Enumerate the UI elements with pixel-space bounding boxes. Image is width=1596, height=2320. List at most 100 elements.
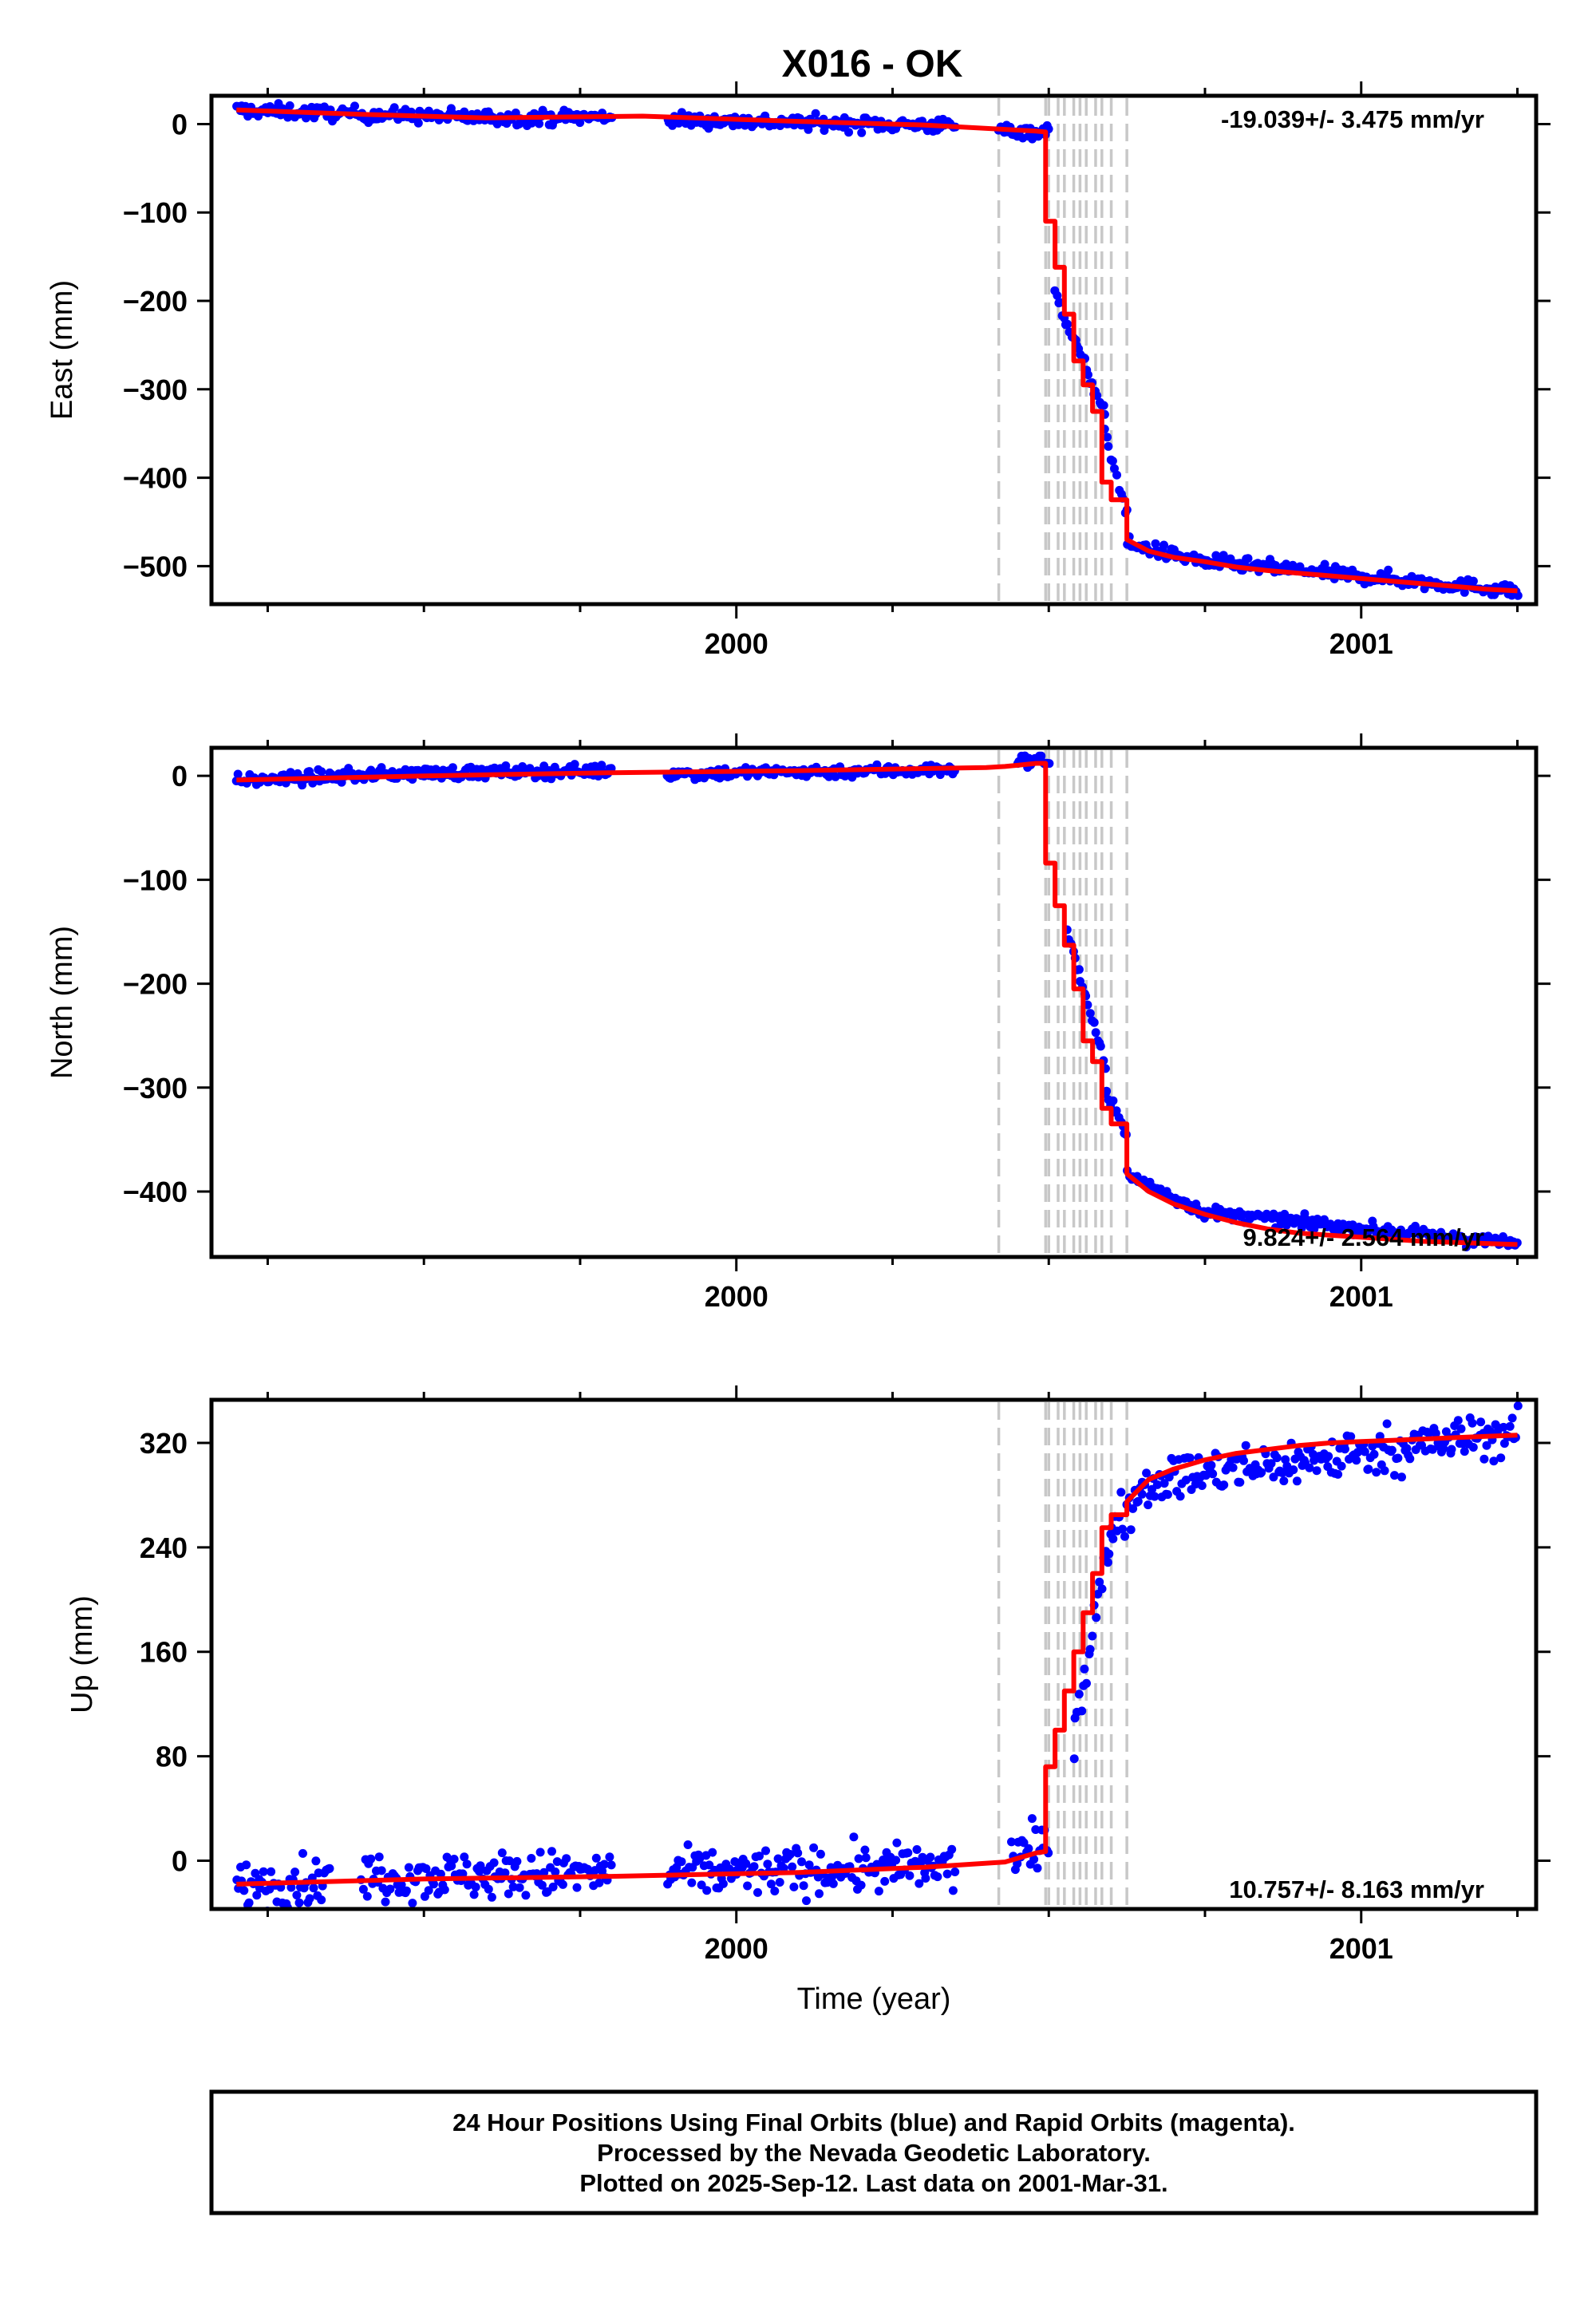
data-point <box>1292 1476 1302 1486</box>
data-point <box>595 1878 604 1887</box>
data-point <box>793 1848 803 1858</box>
data-point <box>1312 1466 1321 1476</box>
up-panel: 0 80 160 240 320 2000 2001 Up (mm) Time (year) 10… <box>65 1385 1551 2016</box>
data-point <box>1104 1549 1114 1559</box>
data-point <box>413 118 423 128</box>
data-point <box>1104 441 1113 451</box>
data-point <box>547 1847 556 1856</box>
data-point <box>672 1863 681 1872</box>
data-point <box>424 1886 433 1895</box>
data-point <box>500 1868 510 1878</box>
y-tick-label: 160 <box>140 1636 188 1669</box>
data-point <box>1496 1453 1506 1463</box>
data-point <box>1082 1678 1091 1688</box>
data-point <box>903 1848 913 1858</box>
data-point <box>1159 1479 1169 1488</box>
data-point <box>1266 1459 1276 1468</box>
data-point <box>1340 1445 1349 1454</box>
data-point <box>1241 1441 1250 1450</box>
y-tick-label: −200 <box>123 968 188 1001</box>
data-point <box>1289 1465 1298 1475</box>
north-panel: 0 −100 −200 −300 −400 2000 2001 North (mm) 9.824… <box>45 733 1551 1313</box>
data-point <box>761 1846 770 1856</box>
data-point <box>1108 1534 1118 1543</box>
data-point <box>1405 1454 1415 1464</box>
data-point <box>1053 290 1062 300</box>
data-point <box>1142 1468 1152 1478</box>
data-point <box>471 1883 480 1891</box>
data-point <box>460 1852 469 1862</box>
data-point <box>1069 1754 1079 1764</box>
footer-line-2: Processed by the Nevada Geodetic Laborat… <box>597 2139 1151 2167</box>
data-point <box>1513 1401 1523 1411</box>
data-point <box>1456 1424 1466 1433</box>
data-point <box>789 1882 799 1891</box>
y-tick-label: −300 <box>123 1072 188 1105</box>
data-point <box>802 1896 811 1906</box>
data-point <box>1297 1223 1306 1232</box>
data-point <box>374 1852 384 1862</box>
data-point <box>484 1884 493 1894</box>
data-point <box>1402 1444 1412 1453</box>
data-point <box>687 1878 697 1887</box>
data-point <box>1499 1439 1509 1449</box>
data-point <box>1235 1477 1245 1487</box>
data-point <box>548 1882 558 1891</box>
data-point <box>1007 1837 1016 1847</box>
x-tick-label: 2001 <box>1329 627 1393 660</box>
data-point <box>785 1850 795 1859</box>
data-point <box>377 1866 386 1875</box>
data-point <box>775 1878 784 1887</box>
data-point <box>1431 1429 1440 1438</box>
plot-frame <box>209 745 1539 1259</box>
data-point <box>1185 1453 1195 1463</box>
x-tick-label: 2000 <box>705 1932 768 1965</box>
data-point <box>1074 1690 1084 1699</box>
footer-line-1: 24 Hour Positions Using Final Orbits (bl… <box>452 2109 1295 2136</box>
x-tick-label: 2000 <box>705 627 768 660</box>
data-point <box>1108 456 1117 466</box>
data-point <box>286 1883 296 1892</box>
data-point <box>487 1892 496 1902</box>
data-point <box>317 767 326 777</box>
model-line <box>236 761 1518 1247</box>
data-point <box>317 1895 326 1905</box>
data-point <box>915 1879 924 1888</box>
data-point <box>947 1844 957 1854</box>
y-tick-label: 0 <box>172 760 188 792</box>
y-tick-label: −100 <box>123 196 188 229</box>
data-point <box>1460 1447 1469 1456</box>
data-point <box>797 1857 806 1867</box>
data-point <box>397 1880 406 1890</box>
data-point <box>799 1881 808 1891</box>
data-point <box>1096 1041 1105 1051</box>
data-point <box>366 765 376 775</box>
data-point <box>1097 1584 1107 1594</box>
model-line <box>236 1433 1518 1887</box>
data-point <box>1208 1469 1218 1479</box>
data-point <box>860 1845 870 1855</box>
data-point <box>1103 1558 1112 1567</box>
data-point <box>1089 1018 1099 1027</box>
data-point <box>462 1860 472 1869</box>
model-line <box>236 107 1518 594</box>
data-point <box>551 1867 560 1876</box>
data-point <box>449 1855 459 1864</box>
data-point <box>598 1867 607 1875</box>
data-point <box>788 1862 797 1871</box>
data-point <box>849 1832 859 1842</box>
data-point <box>1219 1480 1229 1490</box>
data-point <box>1476 1417 1486 1427</box>
data-point <box>233 769 243 779</box>
data-point <box>572 1883 582 1892</box>
velocity-annotation: 9.824+/- 2.564 mm/yr <box>1243 1223 1484 1251</box>
y-tick-label: 240 <box>140 1532 188 1564</box>
y-tick-label: 320 <box>140 1427 188 1460</box>
data-point <box>1272 1453 1282 1463</box>
data-point <box>497 1848 507 1858</box>
data-point <box>285 101 294 110</box>
data-point <box>933 1872 942 1882</box>
data-point <box>1080 1664 1089 1674</box>
data-point <box>521 1891 531 1900</box>
data-point <box>874 1887 883 1896</box>
